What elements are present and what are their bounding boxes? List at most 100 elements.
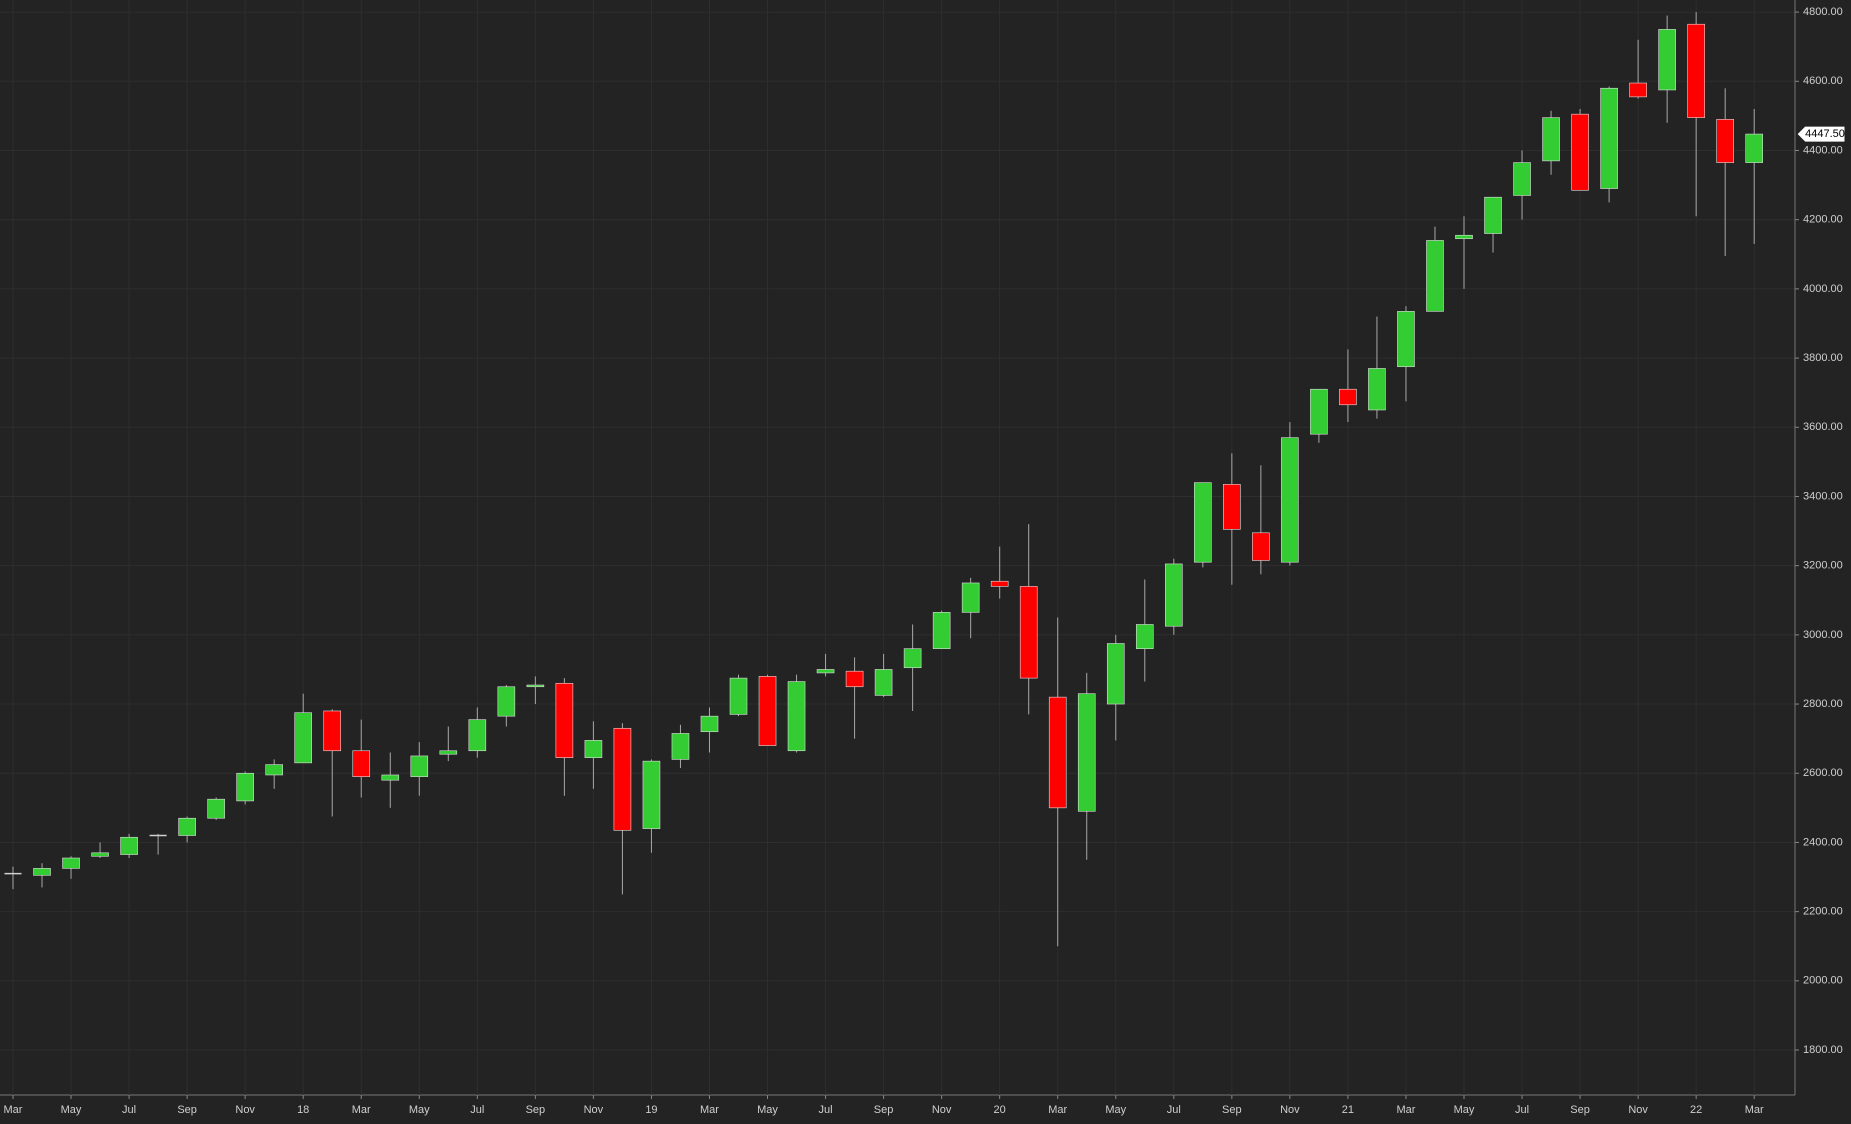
x-tick-label: May — [1454, 1104, 1475, 1116]
y-tick-label: 3600.00 — [1803, 421, 1843, 433]
y-tick-label: 2400.00 — [1803, 836, 1843, 848]
candle-body — [787, 681, 806, 752]
candle-body — [1339, 388, 1357, 406]
x-tick-label: Nov — [1280, 1104, 1300, 1116]
candle-body — [33, 868, 51, 876]
candle-body — [1368, 368, 1386, 411]
last-price-label: 4447.50 — [1805, 128, 1845, 140]
candle-body — [207, 798, 225, 819]
candle-body — [294, 712, 313, 764]
x-tick-label: Jul — [122, 1104, 136, 1116]
candle-body — [1048, 696, 1067, 809]
y-tick-label: 3000.00 — [1803, 629, 1843, 641]
candle-body — [642, 760, 661, 829]
last-price-marker — [1796, 125, 1846, 143]
y-tick-label: 1800.00 — [1803, 1044, 1843, 1056]
x-tick-label: 20 — [994, 1104, 1006, 1116]
candle-body — [178, 817, 196, 836]
y-tick-label: 2800.00 — [1803, 698, 1843, 710]
x-tick-label: Sep — [1570, 1104, 1590, 1116]
y-tick-label: 3400.00 — [1803, 490, 1843, 502]
x-tick-label: Mar — [352, 1104, 371, 1116]
x-tick-label: Mar — [1396, 1104, 1415, 1116]
x-tick-label: Nov — [584, 1104, 604, 1116]
candle-body — [410, 755, 429, 778]
x-tick-label: Sep — [526, 1104, 546, 1116]
candle-body — [1484, 196, 1502, 234]
candle-body — [758, 676, 777, 746]
candle-body — [729, 677, 748, 715]
y-tick-label: 4200.00 — [1803, 214, 1843, 226]
candle-body — [526, 684, 545, 688]
candle-body — [1629, 82, 1647, 98]
candle-body — [1252, 532, 1270, 561]
candle-body — [1397, 311, 1415, 368]
x-tick-label: May — [1105, 1104, 1126, 1116]
candle-body — [1310, 388, 1328, 435]
candle-body — [584, 740, 603, 758]
candle-body — [961, 582, 980, 613]
candle-body — [1019, 586, 1038, 679]
x-tick-label: 22 — [1690, 1104, 1702, 1116]
x-tick-label: Mar — [1048, 1104, 1067, 1116]
candle-body — [903, 648, 922, 669]
candle-body — [700, 715, 719, 733]
candle-body — [613, 727, 632, 831]
candle-body — [1571, 113, 1589, 191]
candle-body — [1135, 624, 1154, 649]
candle-body — [381, 774, 400, 781]
y-tick-label: 4600.00 — [1803, 75, 1843, 87]
x-tick-label: 19 — [645, 1104, 657, 1116]
candle-body — [265, 764, 283, 776]
x-tick-label: Nov — [932, 1104, 952, 1116]
candle-body — [120, 836, 138, 855]
candle-body — [1077, 693, 1096, 812]
candle-body — [468, 719, 487, 752]
x-tick-label: Mar — [700, 1104, 719, 1116]
x-tick-label: Nov — [1628, 1104, 1648, 1116]
x-tick-label: Mar — [1745, 1104, 1764, 1116]
candle-body — [497, 686, 516, 717]
candle-body — [1600, 87, 1618, 189]
candle-body — [1426, 240, 1444, 312]
y-tick-label: 3200.00 — [1803, 560, 1843, 572]
candle-body — [1223, 484, 1241, 530]
candle-body — [91, 852, 109, 857]
candle-body — [671, 733, 690, 760]
y-tick-label: 2600.00 — [1803, 767, 1843, 779]
x-tick-label: Nov — [235, 1104, 255, 1116]
x-tick-label: May — [409, 1104, 430, 1116]
candle-body — [352, 750, 371, 778]
y-tick-label: 2200.00 — [1803, 906, 1843, 918]
candle-body — [439, 750, 458, 755]
y-tick-label: 4000.00 — [1803, 283, 1843, 295]
candle-body — [932, 612, 951, 649]
candle-body — [1165, 563, 1183, 627]
candle-body — [236, 772, 254, 802]
y-tick-label: 3800.00 — [1803, 352, 1843, 364]
x-tick-label: Jul — [1515, 1104, 1529, 1116]
candle-body — [555, 682, 574, 758]
x-tick-label: Sep — [874, 1104, 894, 1116]
x-tick-label: Sep — [1222, 1104, 1242, 1116]
candle-body — [1513, 162, 1531, 196]
candle-body — [874, 669, 893, 696]
candle-body — [1455, 234, 1473, 240]
x-tick-label: May — [757, 1104, 778, 1116]
x-tick-label: 18 — [297, 1104, 309, 1116]
candle-body — [1745, 133, 1763, 163]
candle-body — [816, 669, 835, 674]
candle-body — [1716, 119, 1734, 163]
candle-body — [1687, 23, 1705, 118]
candle-body — [845, 670, 864, 688]
y-tick-label: 4800.00 — [1803, 6, 1843, 18]
x-tick-label: Jul — [1167, 1104, 1181, 1116]
candle-body — [990, 580, 1009, 587]
candle-body — [1281, 437, 1299, 563]
candle-body — [323, 710, 342, 752]
candle-body — [62, 857, 80, 869]
candle-body — [1542, 117, 1560, 162]
x-tick-label: 21 — [1342, 1104, 1354, 1116]
